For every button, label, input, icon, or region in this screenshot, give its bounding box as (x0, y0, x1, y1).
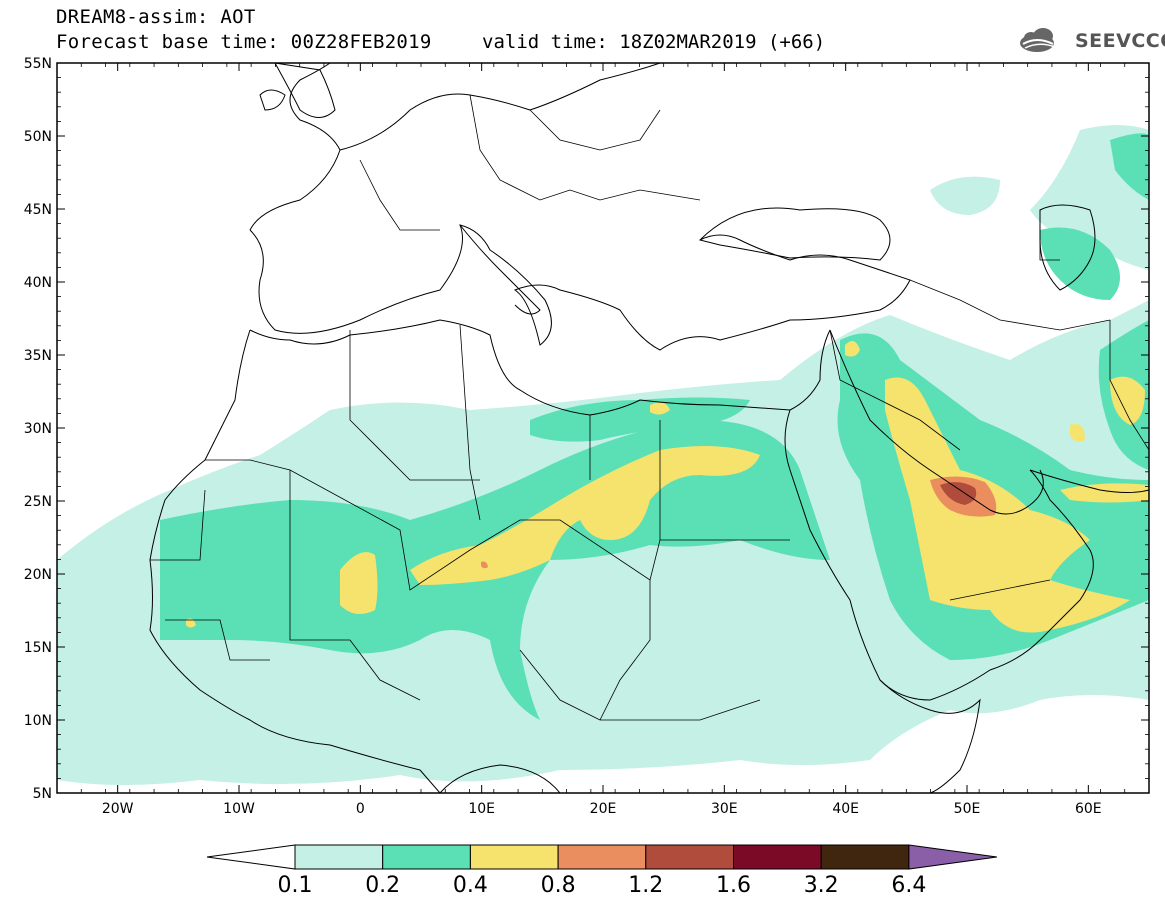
lat-label: 5N (33, 786, 52, 802)
aot-contour-0.2-coast (530, 397, 750, 442)
colorbar-swatch (382, 844, 471, 870)
aot-contour-0.4-iran (1110, 376, 1145, 425)
colorbar-label: 0.4 (453, 873, 488, 898)
forecast-base-time: Forecast base time: 00Z28FEB2019 (56, 31, 432, 53)
colorbar-label: 3.2 (804, 873, 839, 898)
aot-contour-0.8-dot (481, 561, 488, 569)
longitude-axis: 20W 10W 0 10E 20E 30E 40E 50E 60E (56, 63, 1150, 817)
colorbar-label: 0.2 (365, 873, 400, 898)
lon-label: 40E (832, 801, 859, 817)
aot-contour-0.4 (410, 446, 760, 585)
aot-contour-0.1-n2 (930, 176, 1000, 215)
latitude-axis: 55N 50N 45N 40N 35N 30N 25N 20N 15N 10N 5N (24, 56, 1149, 802)
colorbar-swatch (820, 844, 910, 870)
colorbar-swatch (469, 844, 559, 870)
colorbar-label: 0.1 (278, 873, 313, 898)
cloud-logo-icon (1020, 28, 1056, 52)
coastlines (149, 63, 1149, 793)
lat-label: 45N (24, 202, 52, 218)
colorbar-label: 0.8 (541, 873, 576, 898)
lat-label: 55N (24, 56, 52, 72)
colorbar-swatch (645, 844, 734, 870)
map-title: DREAM8-assim: AOT (56, 6, 256, 28)
colorbar-label: 6.4 (891, 873, 926, 898)
aot-contour-0.4-gulf (1060, 483, 1149, 503)
colorbar-label: 1.2 (628, 873, 663, 898)
lon-label: 20E (590, 801, 617, 817)
aot-contour-0.4-dot3 (1070, 424, 1085, 442)
lon-label: 20W (102, 801, 134, 817)
aot-contour-0.2-caspian (1040, 227, 1120, 300)
aot-contour-0.2-n (1110, 133, 1149, 200)
aot-contour-0.4-dot4 (186, 618, 196, 628)
aot-contour-1.2 (940, 482, 977, 505)
lon-label: 0 (356, 801, 365, 817)
lon-label: 10E (468, 801, 495, 817)
lat-label: 35N (24, 348, 52, 364)
aot-contour-0.4-dot2 (650, 402, 670, 415)
lon-label: 10W (223, 801, 255, 817)
colorbar-label: 1.6 (716, 873, 751, 898)
valid-time: valid time: 18Z02MAR2019 (+66) (482, 31, 826, 53)
lat-label: 15N (24, 640, 52, 656)
colorbar-over-arrow (908, 844, 997, 870)
lat-label: 30N (24, 421, 52, 437)
aot-field (57, 125, 1149, 785)
aot-contour-0.4-mali (340, 552, 378, 614)
lat-label: 40N (24, 275, 52, 291)
borders (150, 94, 1149, 721)
colorbar-swatch (733, 844, 822, 870)
colorbar-swatch (294, 844, 384, 870)
lat-label: 50N (24, 129, 52, 145)
lat-label: 25N (24, 494, 52, 510)
lat-label: 10N (24, 713, 52, 729)
aot-contour-0.4-dot1 (845, 341, 860, 357)
lon-label: 30E (711, 801, 738, 817)
colorbar: 0.1 0.2 0.4 0.8 1.2 1.6 3.2 6.4 (206, 844, 997, 898)
lon-label: 50E (954, 801, 981, 817)
lon-label: 60E (1075, 801, 1102, 817)
lat-label: 20N (24, 567, 52, 583)
colorbar-swatch (557, 844, 647, 870)
aot-contour-0.4-arabia (885, 377, 1130, 633)
logo-text: SEEVCCC (1075, 30, 1165, 52)
colorbar-under-arrow (206, 844, 296, 870)
